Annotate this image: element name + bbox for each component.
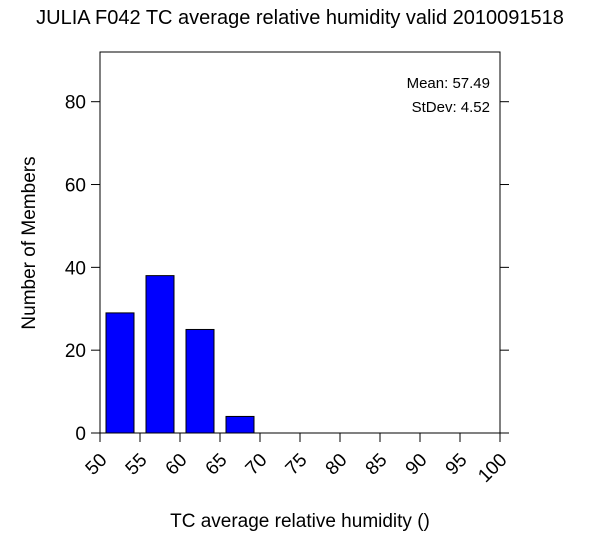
chart-title: JULIA F042 TC average relative humidity … (36, 7, 564, 29)
bars-group (105, 275, 255, 434)
y-axis-label: Number of Members (19, 156, 40, 329)
histogram-bar-4 (225, 415, 255, 434)
y-tick-label: 0 (75, 424, 86, 445)
y-tick-label: 80 (65, 93, 86, 114)
histogram-bar-3 (185, 328, 215, 434)
mean-annotation: Mean: 57.49 (407, 75, 490, 92)
y-tick-label: 60 (65, 176, 86, 197)
x-tick-label: 100 (474, 450, 511, 487)
stdev-annotation: StDev: 4.52 (412, 99, 490, 116)
x-tick-label: 55 (122, 450, 152, 480)
x-axis-label: TC average relative humidity () (170, 511, 430, 532)
x-tick-label: 75 (282, 450, 312, 480)
x-tick-label: 70 (242, 450, 272, 480)
x-tick-label: 50 (82, 450, 112, 480)
x-tick-label: 85 (362, 450, 392, 480)
y-axis: 0 20 40 60 80 (65, 93, 509, 445)
x-tick-label: 60 (162, 450, 192, 480)
y-tick-label: 40 (65, 258, 86, 279)
x-tick-label: 65 (202, 450, 232, 480)
x-tick-label: 80 (322, 450, 352, 480)
histogram-bar-2 (145, 275, 175, 434)
y-tick-label: 20 (65, 341, 86, 362)
histogram-bar-1 (105, 312, 135, 434)
x-axis: 50 55 60 65 70 75 80 85 90 95 100 (82, 433, 512, 487)
x-tick-label: 95 (442, 450, 472, 480)
x-tick-label: 90 (402, 450, 432, 480)
